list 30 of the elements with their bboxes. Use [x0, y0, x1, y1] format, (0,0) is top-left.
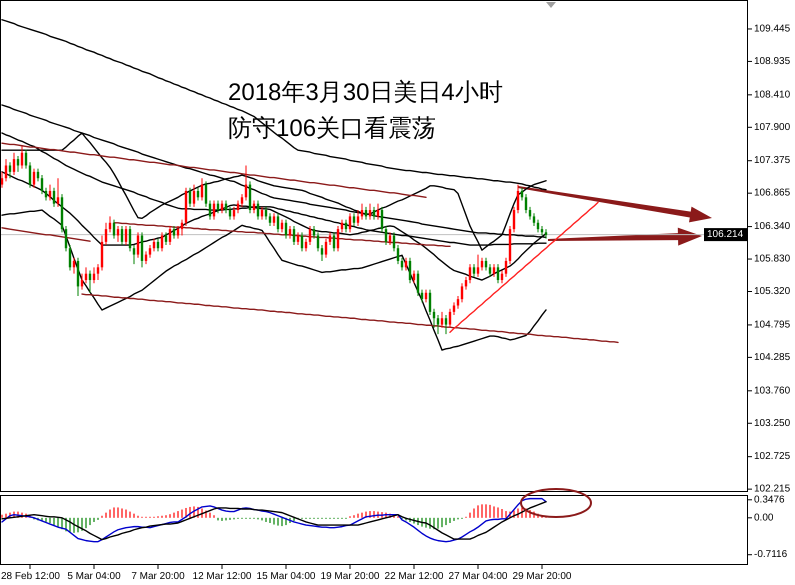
- y-tick-label: 102.725: [754, 451, 791, 462]
- y-tick-label: 102.215: [754, 484, 791, 495]
- y-tick-label: 109.445: [754, 23, 791, 34]
- y-tick-label: 103.760: [754, 385, 791, 396]
- y-tick-label: 105.320: [754, 286, 791, 298]
- y-tick-label: 107.375: [754, 155, 791, 166]
- x-tick-label: 29 Mar 20:00: [512, 571, 572, 582]
- text: 2018年3月30日美日4小时: [228, 79, 503, 106]
- x-tick-label: 27 Mar 04:00: [448, 571, 508, 582]
- x-tick-label: 28 Feb 12:00: [1, 571, 60, 582]
- y-tick-label: 104.285: [754, 352, 791, 363]
- y-tick-label: 0.00: [754, 512, 774, 524]
- y-tick-label: 106.865: [754, 188, 791, 199]
- ref-line-label: 106.214: [707, 229, 744, 240]
- y-tick-label: 106.340: [754, 221, 791, 232]
- y-tick-label: 104.795: [754, 319, 791, 330]
- x-tick-label: 15 Mar 04:00: [256, 571, 316, 582]
- y-tick-label: 103.250: [754, 418, 791, 429]
- y-tick-label: 105.830: [754, 254, 791, 265]
- x-tick-label: 5 Mar 04:00: [67, 571, 122, 582]
- x-tick-label: 7 Mar 20:00: [131, 571, 186, 582]
- y-tick-label: 108.410: [754, 89, 791, 100]
- x-tick-label: 12 Mar 12:00: [192, 571, 252, 582]
- y-tick-label: -0.7116: [754, 549, 788, 560]
- y-tick-label: 107.900: [754, 122, 791, 133]
- y-tick-label: 108.935: [754, 56, 791, 67]
- x-tick-label: 22 Mar 12:00: [384, 571, 444, 582]
- x-tick-label: 19 Mar 20:00: [320, 571, 380, 582]
- text: 防守106关口看震荡: [228, 115, 436, 142]
- y-tick-label: 0.3476: [754, 494, 786, 506]
